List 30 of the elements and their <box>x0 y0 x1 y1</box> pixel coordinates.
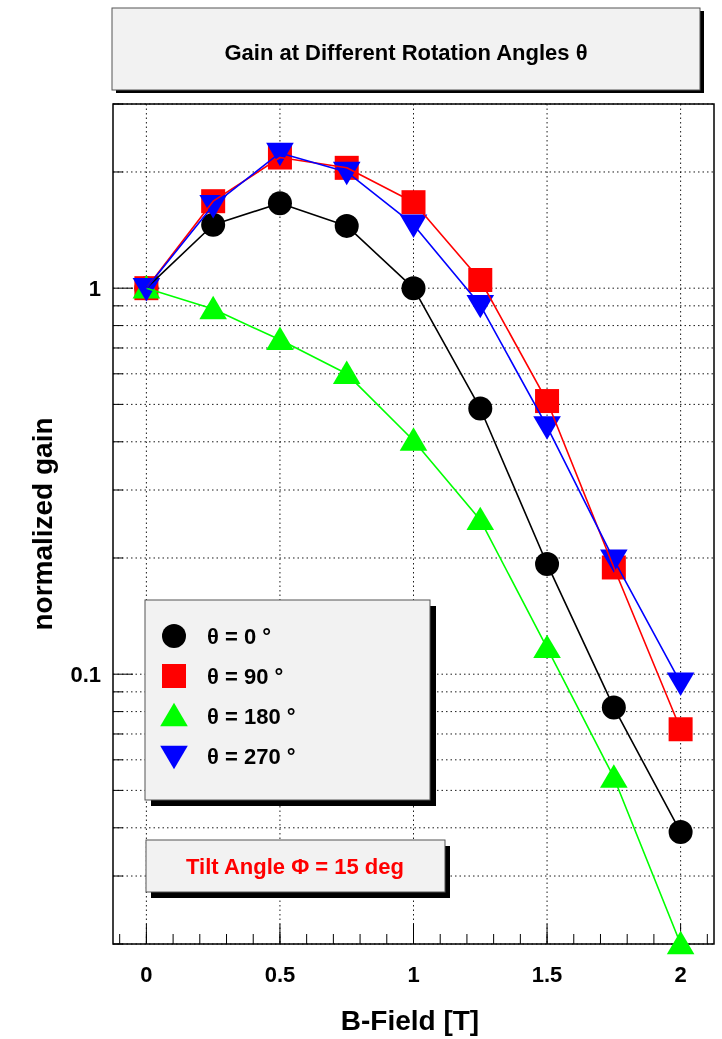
x-tick-label: 1.5 <box>531 962 563 987</box>
point <box>535 551 560 576</box>
point <box>334 213 359 238</box>
legend-label: θ = 0 ° <box>207 624 272 649</box>
point <box>668 820 693 845</box>
annotation: Tilt Angle Φ = 15 deg <box>186 854 404 879</box>
point <box>266 326 294 350</box>
point <box>468 268 493 292</box>
x-tick-label: 0 <box>140 962 153 987</box>
point <box>666 930 695 955</box>
y-tick-label: 0.1 <box>70 662 101 688</box>
point <box>666 672 695 696</box>
x-tick-label: 0.5 <box>264 962 296 987</box>
point <box>399 427 428 451</box>
y-axis-title: normalized gain <box>27 417 58 631</box>
x-tick-label: 1 <box>407 962 420 987</box>
point <box>401 276 426 301</box>
x-axis-title: B-Field [T] <box>340 1005 480 1036</box>
legend-label: θ = 180 ° <box>207 704 296 729</box>
legend-label: θ = 270 ° <box>207 744 296 769</box>
point <box>468 396 493 421</box>
x-tick-label: 2 <box>674 962 687 987</box>
point <box>600 764 628 788</box>
point <box>668 717 693 742</box>
point <box>401 190 426 215</box>
legend-label: θ = 90 ° <box>207 664 284 689</box>
point <box>601 695 626 720</box>
point <box>267 191 292 216</box>
chart-title: Gain at Different Rotation Angles θ <box>224 40 588 65</box>
point <box>535 389 560 414</box>
